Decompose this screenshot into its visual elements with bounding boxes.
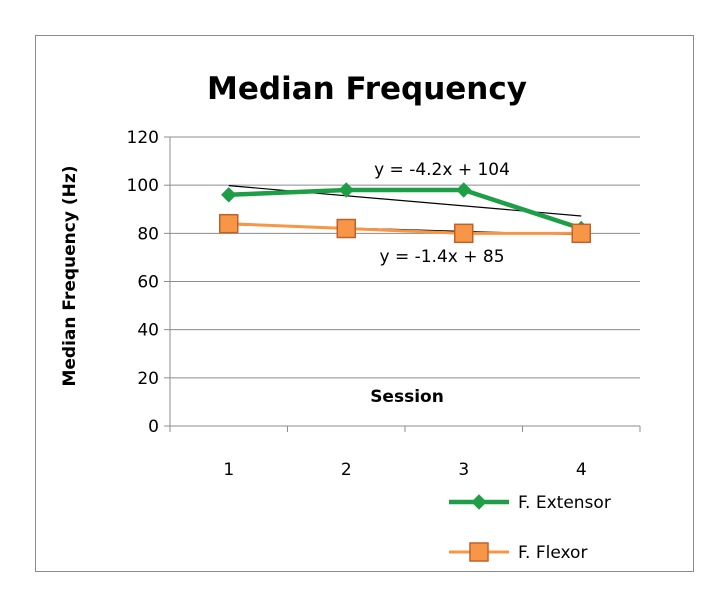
data-point-flexor — [454, 223, 474, 244]
y-tick-label: 120 — [127, 128, 159, 148]
trendline-label-extensor: y = -4.2x + 104 — [374, 160, 510, 180]
y-tick-label: 0 — [148, 417, 159, 437]
y-tick-label: 100 — [127, 176, 159, 196]
series-lines — [228, 187, 582, 235]
trendline-label-flexor: y = -1.4x + 85 — [379, 247, 504, 267]
axes: 0 20 40 60 80 100 120 1 2 3 4 — [127, 128, 641, 480]
data-point-flexor — [336, 218, 356, 239]
legend: F. Extensor F. Flexor — [449, 493, 611, 563]
series-markers — [219, 182, 591, 244]
legend-swatch-marker — [471, 494, 487, 510]
chart-title: Median Frequency — [207, 71, 527, 107]
legend-item-flexor: F. Flexor — [449, 542, 587, 563]
x-tick-label: 2 — [341, 460, 352, 480]
y-tick-label: 60 — [137, 273, 159, 293]
legend-swatch-marker — [469, 542, 489, 562]
series-line-extensor — [228, 187, 582, 231]
legend-label: F. Extensor — [518, 493, 611, 513]
x-tick-label: 3 — [458, 460, 469, 480]
series-line-flexor — [228, 222, 582, 235]
data-point-extensor — [338, 182, 354, 198]
gridlines — [170, 136, 640, 379]
y-tick-label: 20 — [137, 369, 159, 389]
chart-svg: Median Frequency 0 20 40 60 80 100 120 1 2 3 4 Ses… — [60, 71, 641, 563]
chart-area: Median Frequency 0 20 40 60 80 100 120 1 2 3 4 Ses… — [35, 35, 694, 572]
x-axis-title: Session — [370, 387, 444, 407]
y-tick-label: 40 — [137, 321, 159, 341]
x-tick-label: 4 — [576, 460, 587, 480]
y-tick-label: 80 — [137, 224, 159, 244]
data-point-extensor — [221, 187, 237, 203]
legend-label: F. Flexor — [518, 543, 587, 563]
data-point-flexor — [219, 213, 239, 234]
legend-item-extensor: F. Extensor — [449, 493, 611, 513]
data-point-extensor — [456, 182, 472, 198]
data-point-flexor — [571, 223, 591, 244]
y-axis-title: Median Frequency (Hz) — [60, 165, 80, 386]
x-tick-label: 1 — [223, 460, 234, 480]
